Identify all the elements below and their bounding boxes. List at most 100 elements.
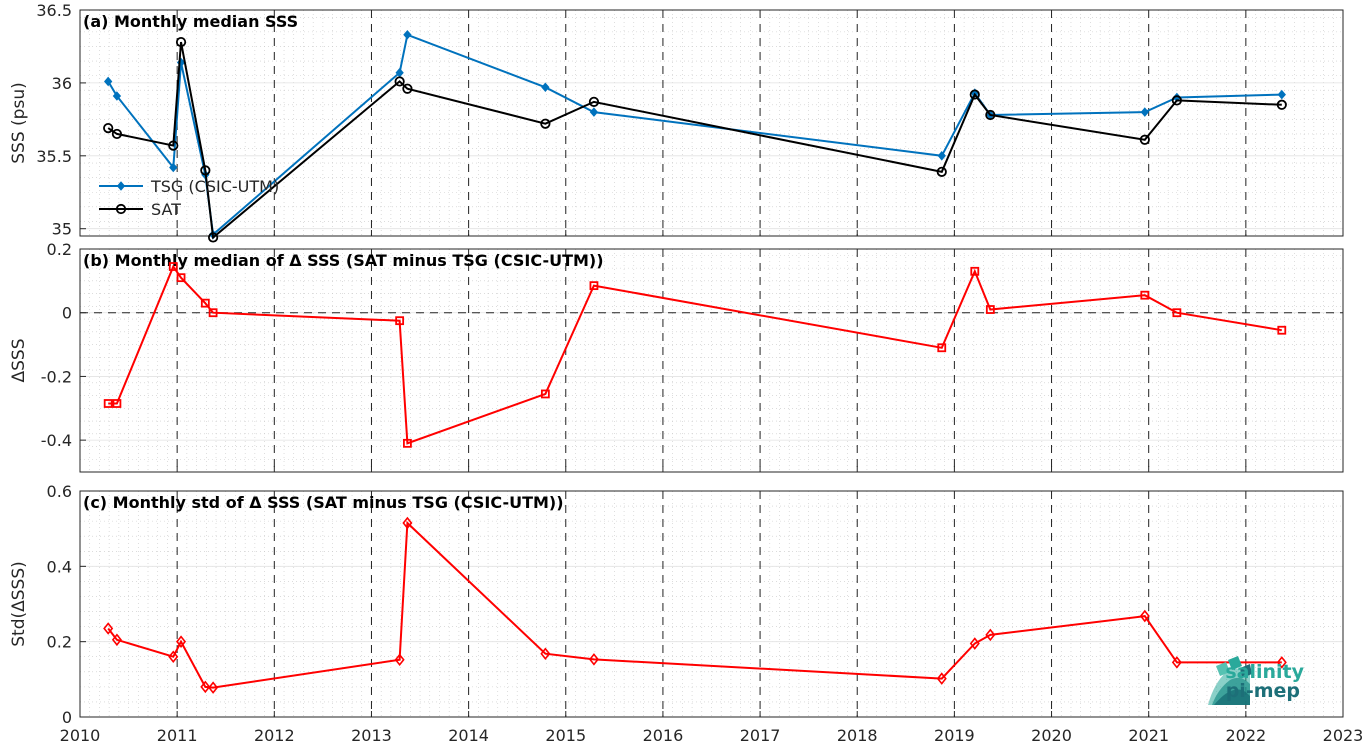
y-axis-label: ΔSSS [9, 338, 29, 382]
data-point [937, 343, 947, 353]
data-point [540, 389, 550, 399]
data-point [394, 653, 405, 667]
series-line [107, 33, 1282, 237]
data-point [112, 91, 122, 101]
axes-box [79, 248, 1344, 473]
minor-grid [80, 249, 1343, 472]
panel-a: 35 35.5 36 36.5 SSS (psu) (a) Monthly median … [9, 1, 1344, 243]
data-point [103, 622, 114, 635]
legend-marker [116, 181, 126, 191]
x-tick-label: 2021 [1128, 726, 1169, 745]
data-point [1171, 656, 1182, 669]
x-tick-label: 2019 [934, 726, 975, 745]
y-tick-label: 35 [52, 220, 72, 239]
y-tick-label: 0.2 [47, 240, 72, 259]
x-tick-label: 2016 [643, 726, 684, 745]
x-tick-label: 2012 [254, 726, 295, 745]
minor-grid [80, 10, 1343, 236]
data-point [395, 316, 405, 326]
data-point [200, 680, 211, 694]
legend-label: SAT [151, 200, 181, 219]
y-axis-label: Std(ΔSSS) [9, 561, 29, 647]
data-point [176, 273, 186, 283]
data-point [112, 399, 122, 408]
data-point [103, 123, 114, 134]
y-tick-label: 36 [52, 74, 72, 93]
chart-panels: 35 35.5 36 36.5 SSS (psu) (a) Monthly median … [9, 1, 1363, 745]
data-point [200, 165, 211, 176]
data-point [1276, 656, 1287, 669]
panel-b: -0.4 -0.2 0 0.2 ΔSSS (b) Monthly median of Δ … [9, 240, 1344, 473]
x-tick-label: 2022 [1225, 726, 1266, 745]
data-point [985, 305, 995, 314]
data-point [1139, 134, 1150, 145]
panel-c: 0 0.2 0.4 0.6 2010 2011 2012 2013 2014 2015 2016 20… [9, 482, 1363, 745]
x-tick-label: 2011 [157, 726, 198, 745]
x-tick-label: 2020 [1031, 726, 1072, 745]
data-point [1172, 308, 1182, 318]
data-point [1276, 99, 1287, 110]
data-point [936, 672, 947, 685]
y-tick-label: 36.5 [36, 1, 72, 20]
data-point [589, 107, 599, 117]
y-axis-label: SSS (psu) [9, 82, 29, 163]
y-tick-label: 0.4 [47, 557, 72, 576]
data-point [1171, 95, 1182, 106]
series-0 [104, 30, 1286, 240]
panel-title: (a) Monthly median SSS [83, 12, 298, 31]
data-point [937, 151, 946, 161]
data-point [985, 628, 996, 642]
data-point [1277, 325, 1287, 335]
data-point [169, 162, 178, 173]
data-point [168, 262, 178, 271]
data-point [969, 89, 980, 100]
x-tick-label: 2010 [60, 726, 101, 745]
y-tick-label: -0.2 [41, 367, 72, 386]
logo-wave-icon [1208, 656, 1252, 705]
data-point [936, 166, 947, 177]
y-tick-label: -0.4 [41, 431, 72, 450]
data-point [208, 232, 219, 243]
data-point [103, 399, 113, 408]
data-point [175, 36, 187, 48]
data-point [208, 308, 218, 318]
data-point [104, 76, 113, 87]
x-tick-label: 2023 [1323, 726, 1364, 745]
data-point [176, 635, 187, 648]
data-point [200, 298, 210, 308]
data-point [208, 681, 219, 694]
x-tick-label: 2017 [740, 726, 781, 745]
data-point [589, 281, 599, 291]
series-line [107, 41, 1282, 240]
legend-label: TSG (CSIC-UTM) [150, 177, 279, 196]
data-point [540, 647, 551, 661]
plot-area [80, 249, 1343, 472]
series-0 [103, 262, 1287, 448]
data-point [168, 650, 179, 664]
data-point [111, 128, 123, 140]
salinity-pimep-logo: salinity pi-mep [1208, 656, 1305, 705]
series-line [107, 520, 1282, 689]
series-1 [103, 36, 1287, 243]
data-point [588, 653, 599, 666]
data-point [168, 140, 179, 151]
legend: TSG (CSIC-UTM) SAT [99, 177, 279, 219]
x-tick-label: 2014 [448, 726, 489, 745]
logo-line1: salinity [1225, 661, 1304, 683]
data-point [969, 637, 980, 650]
data-point [588, 96, 600, 107]
y-tick-label: 35.5 [36, 147, 72, 166]
data-point [403, 30, 412, 40]
y-tick-label: 0 [62, 304, 72, 323]
x-tick-label: 2015 [545, 726, 586, 745]
data-point [1139, 609, 1150, 623]
series-0 [103, 516, 1287, 694]
data-point [985, 109, 996, 121]
data-point [1140, 290, 1150, 300]
axes-box [79, 9, 1344, 237]
data-point [970, 266, 980, 276]
x-tick-label: 2013 [351, 726, 392, 745]
data-point [1277, 89, 1286, 100]
y-tick-label: 0.2 [47, 633, 72, 652]
